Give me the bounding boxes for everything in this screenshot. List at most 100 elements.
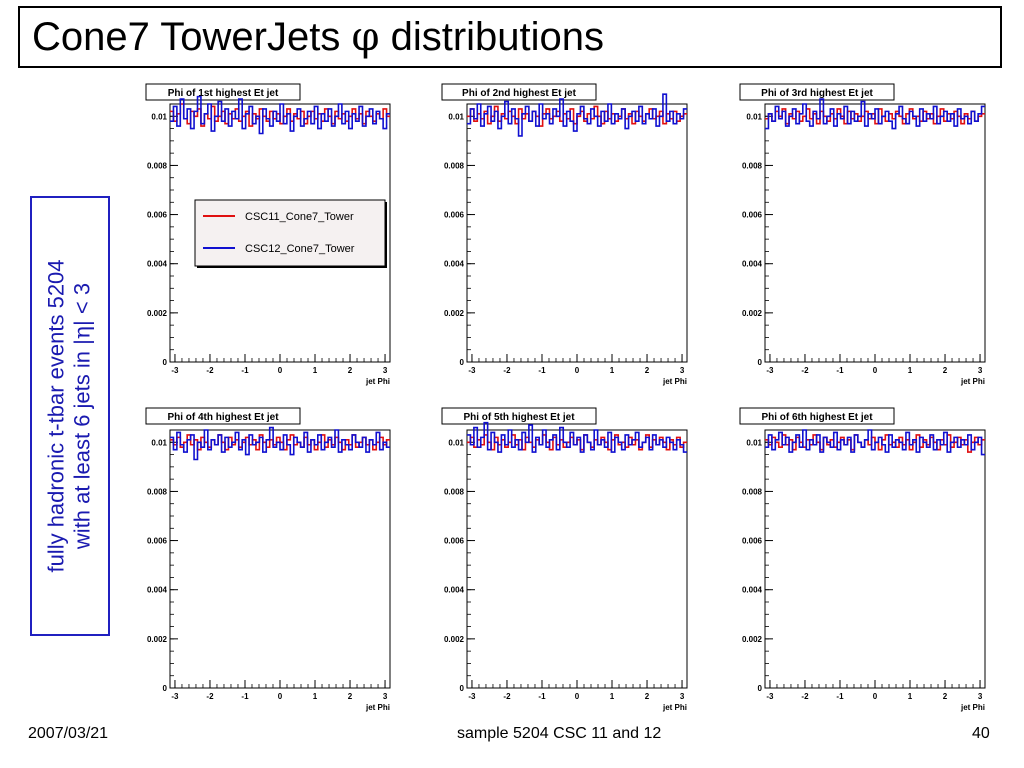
x-tick-label: -1 bbox=[538, 366, 546, 375]
y-tick-label: 0 bbox=[758, 358, 763, 367]
x-tick-label: 2 bbox=[943, 366, 948, 375]
x-tick-label: -1 bbox=[836, 692, 844, 701]
x-tick-label: 1 bbox=[908, 366, 913, 375]
x-tick-label: 2 bbox=[348, 366, 353, 375]
chart-title: Phi of 5th highest Et jet bbox=[463, 412, 575, 423]
x-tick-label: -1 bbox=[241, 692, 249, 701]
y-tick-label: 0.01 bbox=[151, 112, 167, 121]
plot-frame bbox=[466, 103, 688, 363]
y-tick-label: 0.002 bbox=[742, 635, 763, 644]
y-tick-label: 0.008 bbox=[147, 161, 168, 170]
chart-title-box bbox=[145, 407, 301, 425]
x-axis-label: jet Phi bbox=[662, 703, 687, 712]
chart-4: Phi of 4th highest Et jet 0 0.002 0.004 0.00… bbox=[145, 407, 391, 712]
y-tick-label: 0 bbox=[460, 684, 465, 693]
chart-6: Phi of 6th highest Et jet 0 0.002 0.004 0.00… bbox=[739, 407, 986, 712]
footer-sample: sample 5204 CSC 11 and 12 bbox=[457, 725, 662, 742]
slide-title-prefix: Cone7 TowerJets bbox=[32, 15, 352, 59]
y-tick-label: 0.008 bbox=[444, 161, 465, 170]
chart-title-box bbox=[441, 83, 597, 101]
x-tick-label: 0 bbox=[575, 692, 580, 701]
x-axis-label: jet Phi bbox=[960, 377, 985, 386]
chart-title: Phi of 2nd highest Et jet bbox=[462, 88, 577, 99]
y-tick-label: 0.01 bbox=[151, 438, 167, 447]
y-tick-label: 0.006 bbox=[444, 537, 465, 546]
y-tick-label: 0.002 bbox=[742, 309, 763, 318]
y-tick-label: 0.002 bbox=[444, 309, 465, 318]
y-tick-label: 0.01 bbox=[448, 112, 464, 121]
side-note-box bbox=[30, 196, 110, 636]
x-tick-label: 1 bbox=[313, 366, 318, 375]
y-tick-label: 0.002 bbox=[444, 635, 465, 644]
x-tick-label: 3 bbox=[978, 366, 983, 375]
x-tick-label: -3 bbox=[766, 692, 774, 701]
y-tick-label: 0.01 bbox=[746, 438, 762, 447]
y-tick-label: 0.006 bbox=[444, 211, 465, 220]
x-tick-label: 1 bbox=[908, 692, 913, 701]
x-tick-label: 2 bbox=[645, 366, 650, 375]
x-tick-label: 3 bbox=[680, 692, 685, 701]
x-tick-label: 2 bbox=[645, 692, 650, 701]
chart-title-box bbox=[739, 407, 895, 425]
legend-label: CSC11_Cone7_Tower bbox=[245, 211, 354, 223]
slide-title-suffix: distributions bbox=[379, 15, 605, 59]
x-axis-label: jet Phi bbox=[662, 377, 687, 386]
x-tick-label: -3 bbox=[171, 366, 179, 375]
x-axis-label: jet Phi bbox=[960, 703, 985, 712]
series-csc12-line bbox=[467, 93, 687, 137]
x-tick-label: 2 bbox=[943, 692, 948, 701]
y-tick-label: 0.004 bbox=[444, 260, 465, 269]
series-csc12-line bbox=[467, 421, 687, 453]
x-tick-label: 1 bbox=[610, 692, 615, 701]
chart-title: Phi of 3rd highest Et jet bbox=[761, 88, 873, 99]
x-tick-label: -1 bbox=[241, 366, 249, 375]
y-tick-label: 0.01 bbox=[746, 112, 762, 121]
x-axis-label: jet Phi bbox=[365, 703, 390, 712]
y-tick-label: 0 bbox=[460, 358, 465, 367]
y-tick-label: 0.008 bbox=[742, 161, 763, 170]
footer-page-number: 40 bbox=[972, 725, 990, 742]
x-tick-label: -2 bbox=[206, 692, 214, 701]
chart-3: Phi of 3rd highest Et jet 0 0.002 0.004 0.00… bbox=[739, 83, 986, 386]
chart-title: Phi of 4th highest Et jet bbox=[167, 412, 279, 423]
series-csc12-line bbox=[170, 426, 390, 461]
y-tick-label: 0.006 bbox=[742, 537, 763, 546]
y-tick-label: 0.008 bbox=[444, 487, 465, 496]
x-tick-label: -2 bbox=[801, 692, 809, 701]
x-tick-label: 0 bbox=[575, 366, 580, 375]
x-tick-label: -2 bbox=[801, 366, 809, 375]
chart-5: Phi of 5th highest Et jet 0 0.002 0.004 0.00… bbox=[441, 407, 688, 712]
legend-label: CSC12_Cone7_Tower bbox=[245, 243, 355, 255]
x-tick-label: -3 bbox=[171, 692, 179, 701]
series-csc12-line bbox=[170, 95, 390, 135]
chart-title: Phi of 6th highest Et jet bbox=[761, 412, 873, 423]
x-tick-label: 0 bbox=[278, 692, 283, 701]
x-tick-label: 0 bbox=[873, 366, 878, 375]
x-tick-label: 0 bbox=[278, 366, 283, 375]
y-tick-label: 0.01 bbox=[448, 438, 464, 447]
x-tick-label: 3 bbox=[383, 692, 388, 701]
y-tick-label: 0 bbox=[758, 684, 763, 693]
x-tick-label: -2 bbox=[206, 366, 214, 375]
plot-frame bbox=[466, 429, 688, 689]
x-tick-label: 1 bbox=[610, 366, 615, 375]
x-tick-label: 2 bbox=[348, 692, 353, 701]
y-tick-label: 0.004 bbox=[147, 260, 168, 269]
x-tick-label: -3 bbox=[468, 366, 476, 375]
y-tick-label: 0.008 bbox=[147, 487, 168, 496]
y-tick-label: 0 bbox=[163, 684, 168, 693]
plot-frame bbox=[764, 429, 986, 689]
x-tick-label: -3 bbox=[468, 692, 476, 701]
x-axis-label: jet Phi bbox=[365, 377, 390, 386]
legend-box bbox=[194, 199, 386, 267]
plot-frame bbox=[169, 429, 391, 689]
y-tick-label: 0.008 bbox=[742, 487, 763, 496]
y-tick-label: 0.004 bbox=[742, 260, 763, 269]
y-tick-label: 0.004 bbox=[147, 586, 168, 595]
y-tick-label: 0.002 bbox=[147, 635, 168, 644]
chart-title-box bbox=[145, 83, 301, 101]
slide-title: Cone7 TowerJets φ distributions bbox=[32, 14, 604, 60]
x-tick-label: -1 bbox=[538, 692, 546, 701]
y-tick-label: 0.006 bbox=[147, 211, 168, 220]
